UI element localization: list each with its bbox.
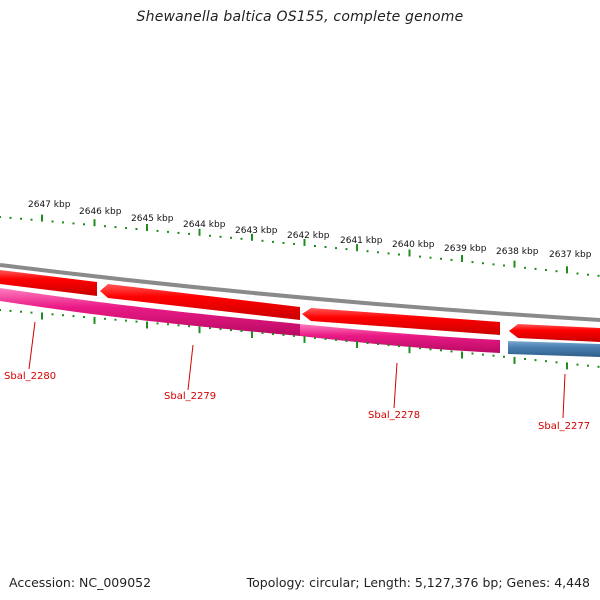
gene-label[interactable]: Sbal_2278: [368, 410, 420, 421]
gene-track-segment[interactable]: [0, 288, 300, 336]
gene-track-segment[interactable]: [300, 324, 500, 353]
scale-label: 2645 kbp: [131, 214, 174, 224]
genome-summary-text: Topology: circular; Length: 5,127,376 bp…: [246, 575, 590, 590]
accession-text: Accession: NC_009052: [9, 575, 152, 590]
inner-tick-ring: [0, 309, 600, 370]
cds-track-segment[interactable]: [100, 284, 300, 320]
leader-line: [187, 344, 194, 391]
scale-label: 2642 kbp: [287, 231, 330, 241]
scale-label: 2638 kbp: [496, 247, 539, 257]
leader-line: [393, 362, 398, 409]
scale-label: 2641 kbp: [340, 236, 383, 246]
gene-labels: Sbal_2280 Sbal_2279 Sbal_2278 Sbal_2277: [4, 371, 590, 432]
scale-labels: 2647 kbp 2646 kbp 2645 kbp 2644 kbp 2643…: [28, 200, 592, 260]
scale-label: 2646 kbp: [79, 207, 122, 217]
genome-backbone: [0, 263, 600, 322]
scale-label: 2637 kbp: [549, 250, 592, 260]
leader-line: [28, 321, 36, 370]
gene-label[interactable]: Sbal_2280: [4, 371, 56, 382]
leader-line: [562, 373, 566, 419]
scale-label: 2639 kbp: [444, 244, 487, 254]
scale-label: 2640 kbp: [392, 240, 435, 250]
scale-label: 2643 kbp: [235, 226, 278, 236]
outer-tick-ring: [0, 214, 600, 277]
cds-track-segment[interactable]: [302, 308, 500, 335]
scale-label: 2644 kbp: [183, 220, 226, 230]
gene-label[interactable]: Sbal_2279: [164, 391, 216, 402]
cds-track-segment[interactable]: [0, 270, 97, 296]
map-title: Shewanella baltica OS155, complete genom…: [136, 9, 464, 25]
gene-label-leaders: [28, 321, 566, 419]
scale-label: 2647 kbp: [28, 200, 71, 210]
gene-track-segment[interactable]: [508, 341, 600, 357]
gene-label[interactable]: Sbal_2277: [538, 421, 590, 432]
cds-track-segment[interactable]: [509, 324, 600, 342]
